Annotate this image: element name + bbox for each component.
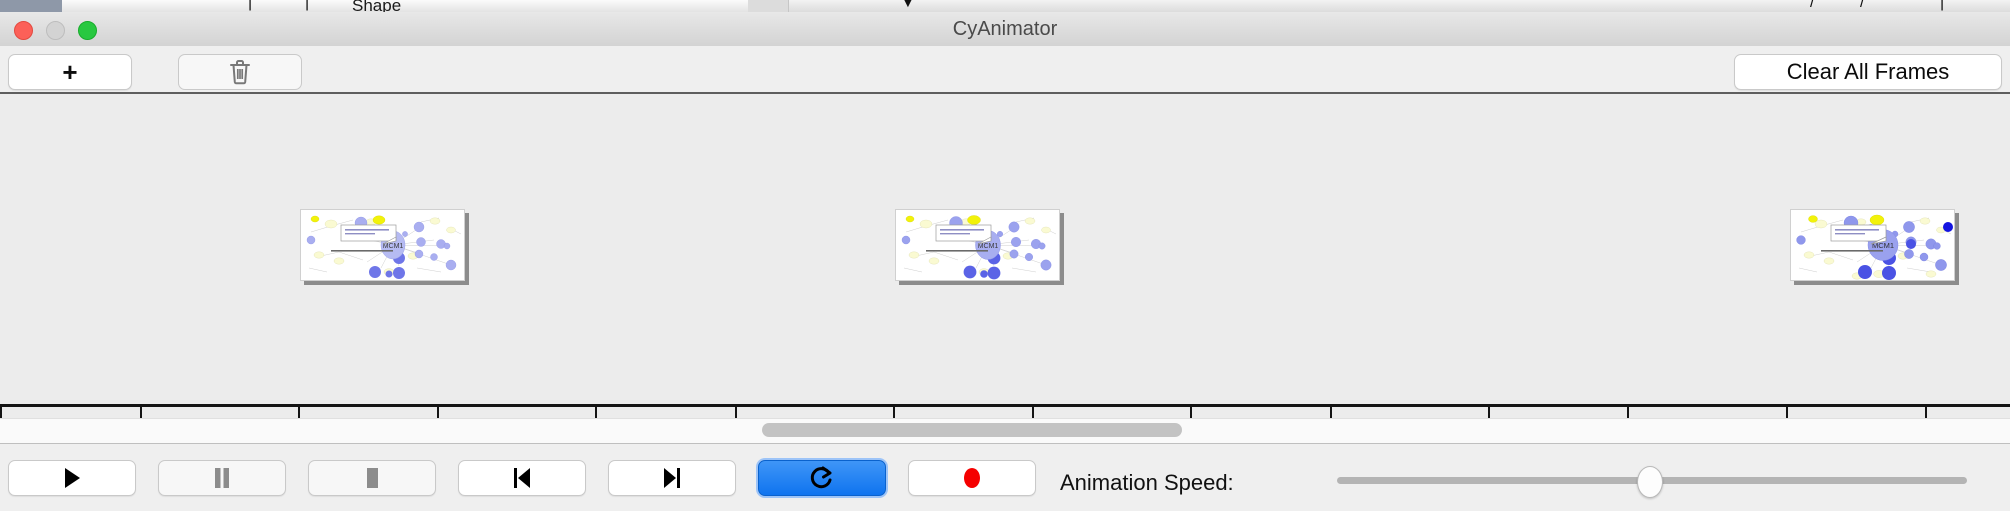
frame-thumbnail[interactable]: MCM1: [1790, 209, 1959, 285]
background-window-strip: | | ▼ Shape / / |: [0, 0, 2010, 12]
background-window-label: Shape: [352, 0, 402, 12]
toolbar: [0, 46, 2010, 93]
timeline-panel[interactable]: MCM1: [0, 94, 2010, 501]
axis-tick-minor: [1032, 407, 1034, 419]
delete-frame-button[interactable]: [178, 54, 302, 90]
timeline-axis: [0, 404, 2010, 407]
title-bar[interactable]: CyAnimator: [0, 12, 2010, 47]
window-title: CyAnimator: [952, 18, 1058, 40]
frame-thumbnail[interactable]: MCM1: [895, 209, 1064, 285]
zoom-button[interactable]: [78, 21, 97, 40]
bg-tab-selected: [0, 0, 63, 12]
record-icon: [960, 465, 984, 491]
stop-icon: [362, 466, 382, 490]
pause-button[interactable]: [158, 460, 286, 496]
svg-text:MCM1: MCM1: [1872, 241, 1894, 250]
frame-image: MCM1: [300, 209, 465, 281]
play-button[interactable]: [8, 460, 136, 496]
pause-icon: [212, 466, 232, 490]
bg-tab: [144, 0, 191, 12]
traffic-lights: [14, 21, 97, 40]
loop-icon: [810, 465, 834, 491]
bg-tab: [748, 0, 789, 12]
stop-button[interactable]: [308, 460, 436, 496]
axis-tick-minor: [140, 407, 142, 419]
skip-to-start-button[interactable]: [458, 460, 586, 496]
clear-all-frames-button[interactable]: Clear All Frames: [1734, 54, 2002, 90]
svg-text:MCM1: MCM1: [383, 243, 404, 250]
bg-tab: [700, 0, 749, 12]
axis-tick-minor: [1925, 407, 1927, 419]
axis-tick-minor: [1627, 407, 1629, 419]
animation-speed-slider-thumb[interactable]: [1637, 466, 1663, 498]
minimize-button[interactable]: [46, 21, 65, 40]
svg-text:MCM1: MCM1: [978, 243, 999, 250]
clear-all-frames-label: Clear All Frames: [1786, 59, 1950, 84]
axis-tick-minor: [1330, 407, 1332, 419]
frame-image: MCM1: [1790, 209, 1955, 281]
skip-forward-icon: [661, 466, 683, 490]
bg-tab: [62, 0, 145, 12]
play-icon: [61, 466, 83, 490]
axis-tick-minor: [735, 407, 737, 419]
loop-button[interactable]: [758, 460, 886, 496]
axis-tick-minor: [437, 407, 439, 419]
timeline-scrollbar-thumb[interactable]: [762, 423, 1182, 437]
toolbar-divider: [0, 92, 2010, 94]
skip-to-end-button[interactable]: [608, 460, 736, 496]
plus-icon: +: [62, 57, 78, 87]
skip-back-icon: [511, 466, 533, 490]
frame-thumbnail[interactable]: MCM1: [300, 209, 469, 285]
close-button[interactable]: [14, 21, 33, 40]
add-frame-button[interactable]: +: [8, 54, 132, 90]
bg-tab: [190, 0, 243, 12]
bg-tab: [440, 0, 701, 12]
trash-icon: [228, 59, 252, 85]
frame-image: MCM1: [895, 209, 1060, 281]
record-button[interactable]: [908, 460, 1036, 496]
animation-speed-label: Animation Speed:: [1060, 470, 1234, 495]
